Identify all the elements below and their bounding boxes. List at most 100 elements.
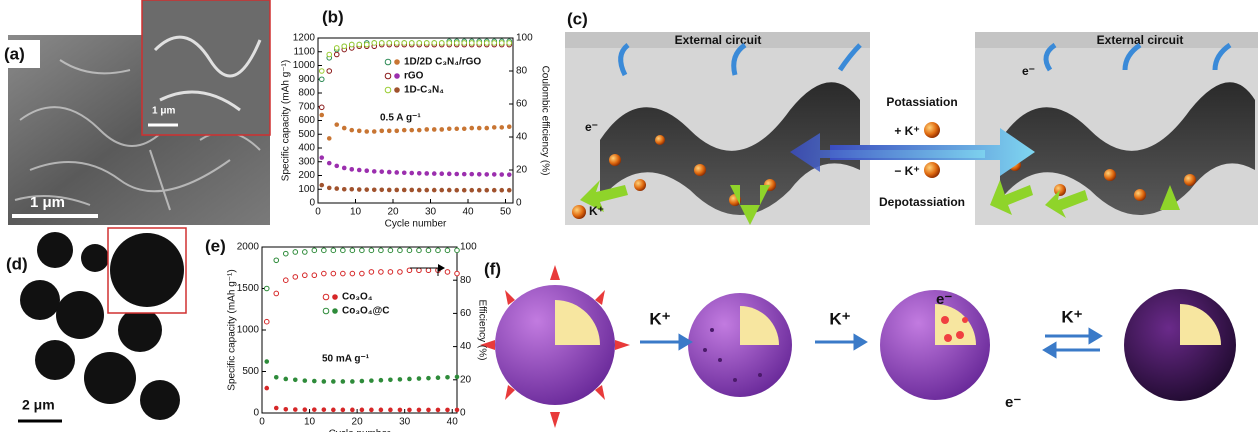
x-tick-label: 40 [462, 207, 474, 218]
efficiency-point [417, 41, 422, 46]
ion-icon [924, 122, 940, 138]
y2-tick-label: 40 [460, 341, 472, 352]
capacity-point [432, 127, 437, 132]
capacity-point [409, 171, 414, 176]
step-label: K⁺ [1061, 307, 1082, 326]
capacity-point [447, 172, 452, 177]
capacity-point [394, 188, 399, 193]
capacity-point [369, 408, 374, 413]
efficiency-point [274, 258, 279, 263]
efficiency-point [264, 319, 269, 324]
efficiency-point [409, 41, 414, 46]
y2-tick-label: 80 [516, 66, 528, 77]
panel-label: (f) [484, 259, 501, 278]
capacity-point [334, 186, 339, 191]
efficiency-point [426, 268, 431, 273]
annotation: 50 mA g⁻¹ [322, 354, 370, 365]
capacity-point [388, 408, 393, 413]
capacity-point [469, 188, 474, 193]
ion-icon [924, 162, 940, 178]
y-tick-label: 200 [298, 170, 315, 181]
x-tick-label: 0 [315, 207, 321, 218]
y2-axis-label: Coulombic efficiency (%) [539, 66, 550, 176]
y-tick-label: 1100 [293, 46, 315, 57]
capacity-point [455, 375, 460, 380]
y2-tick-label: 20 [516, 165, 528, 176]
panel-label: (b) [322, 7, 344, 26]
efficiency-point [499, 41, 504, 46]
x-tick-label: 20 [387, 207, 399, 218]
capacity-point [507, 188, 512, 193]
ion-icon [572, 205, 586, 219]
efficiency-point [327, 69, 332, 74]
efficiency-point [372, 41, 377, 46]
capacity-point [293, 407, 298, 412]
x-tick-label: 20 [352, 417, 364, 428]
efficiency-point [349, 42, 354, 47]
capacity-point [327, 136, 332, 141]
capacity-point [439, 188, 444, 193]
efficiency-point [469, 41, 474, 46]
capacity-point [379, 129, 384, 134]
x-tick-label: 50 [500, 207, 512, 218]
capacity-point [499, 172, 504, 177]
capacity-point [364, 129, 369, 134]
efficiency-point [360, 271, 365, 276]
scale-label: 1 μm [152, 106, 175, 117]
efficiency-point [417, 248, 422, 253]
capacity-point [447, 126, 452, 131]
y2-tick-label: 80 [460, 275, 472, 286]
efficiency-point [331, 271, 336, 276]
capacity-point [341, 379, 346, 384]
y2-axis-label: Efficiency (%) [476, 300, 487, 361]
capacity-point [372, 188, 377, 193]
capacity-point [417, 128, 422, 133]
x-axis-label: Cycle number [385, 219, 447, 230]
y-tick-label: 300 [298, 156, 315, 167]
y-tick-label: 1000 [237, 325, 260, 336]
efficiency-point [477, 41, 482, 46]
capacity-point [447, 188, 452, 193]
electron-label: e⁻ [1005, 394, 1021, 411]
capacity-point [492, 188, 497, 193]
efficiency-point [341, 248, 346, 253]
efficiency-point [303, 250, 308, 255]
capacity-point [424, 188, 429, 193]
x-tick-label: 30 [425, 207, 437, 218]
efficiency-point [319, 105, 324, 110]
process-label: Potassiation [886, 95, 957, 109]
x-tick-label: 30 [399, 417, 411, 428]
efficiency-point [439, 41, 444, 46]
y-tick-label: 100 [298, 184, 315, 195]
legend-marker [323, 294, 329, 300]
capacity-point [303, 407, 308, 412]
efficiency-point [445, 248, 450, 253]
capacity-point [388, 378, 393, 383]
y-tick-label: 1200 [293, 33, 316, 44]
legend-label: rGO [404, 71, 424, 82]
step-label: K⁺ [649, 309, 670, 328]
capacity-point [360, 379, 365, 384]
capacity-point [424, 171, 429, 176]
electron-label: e⁻ [936, 291, 952, 308]
capacity-point [274, 406, 279, 411]
efficiency-point [388, 270, 393, 275]
capacity-point [394, 170, 399, 175]
efficiency-point [319, 69, 324, 74]
efficiency-point [327, 52, 332, 57]
capacity-point [319, 113, 324, 118]
capacity-point [462, 172, 467, 177]
step-label: K⁺ [829, 309, 850, 328]
capacity-point [462, 126, 467, 131]
capacity-point [407, 408, 412, 413]
y2-tick-label: 100 [516, 33, 533, 44]
y2-tick-label: 60 [516, 99, 528, 110]
page: (a) 1 μm 1 μm (c) External circuit Exter… [0, 0, 1258, 432]
ion-label: − K⁺ [894, 164, 919, 178]
capacity-point [454, 172, 459, 177]
capacity-point [499, 188, 504, 193]
capacity-point [342, 166, 347, 171]
capacity-point [492, 125, 497, 130]
y-tick-label: 2000 [237, 242, 260, 253]
efficiency-point [407, 248, 412, 253]
